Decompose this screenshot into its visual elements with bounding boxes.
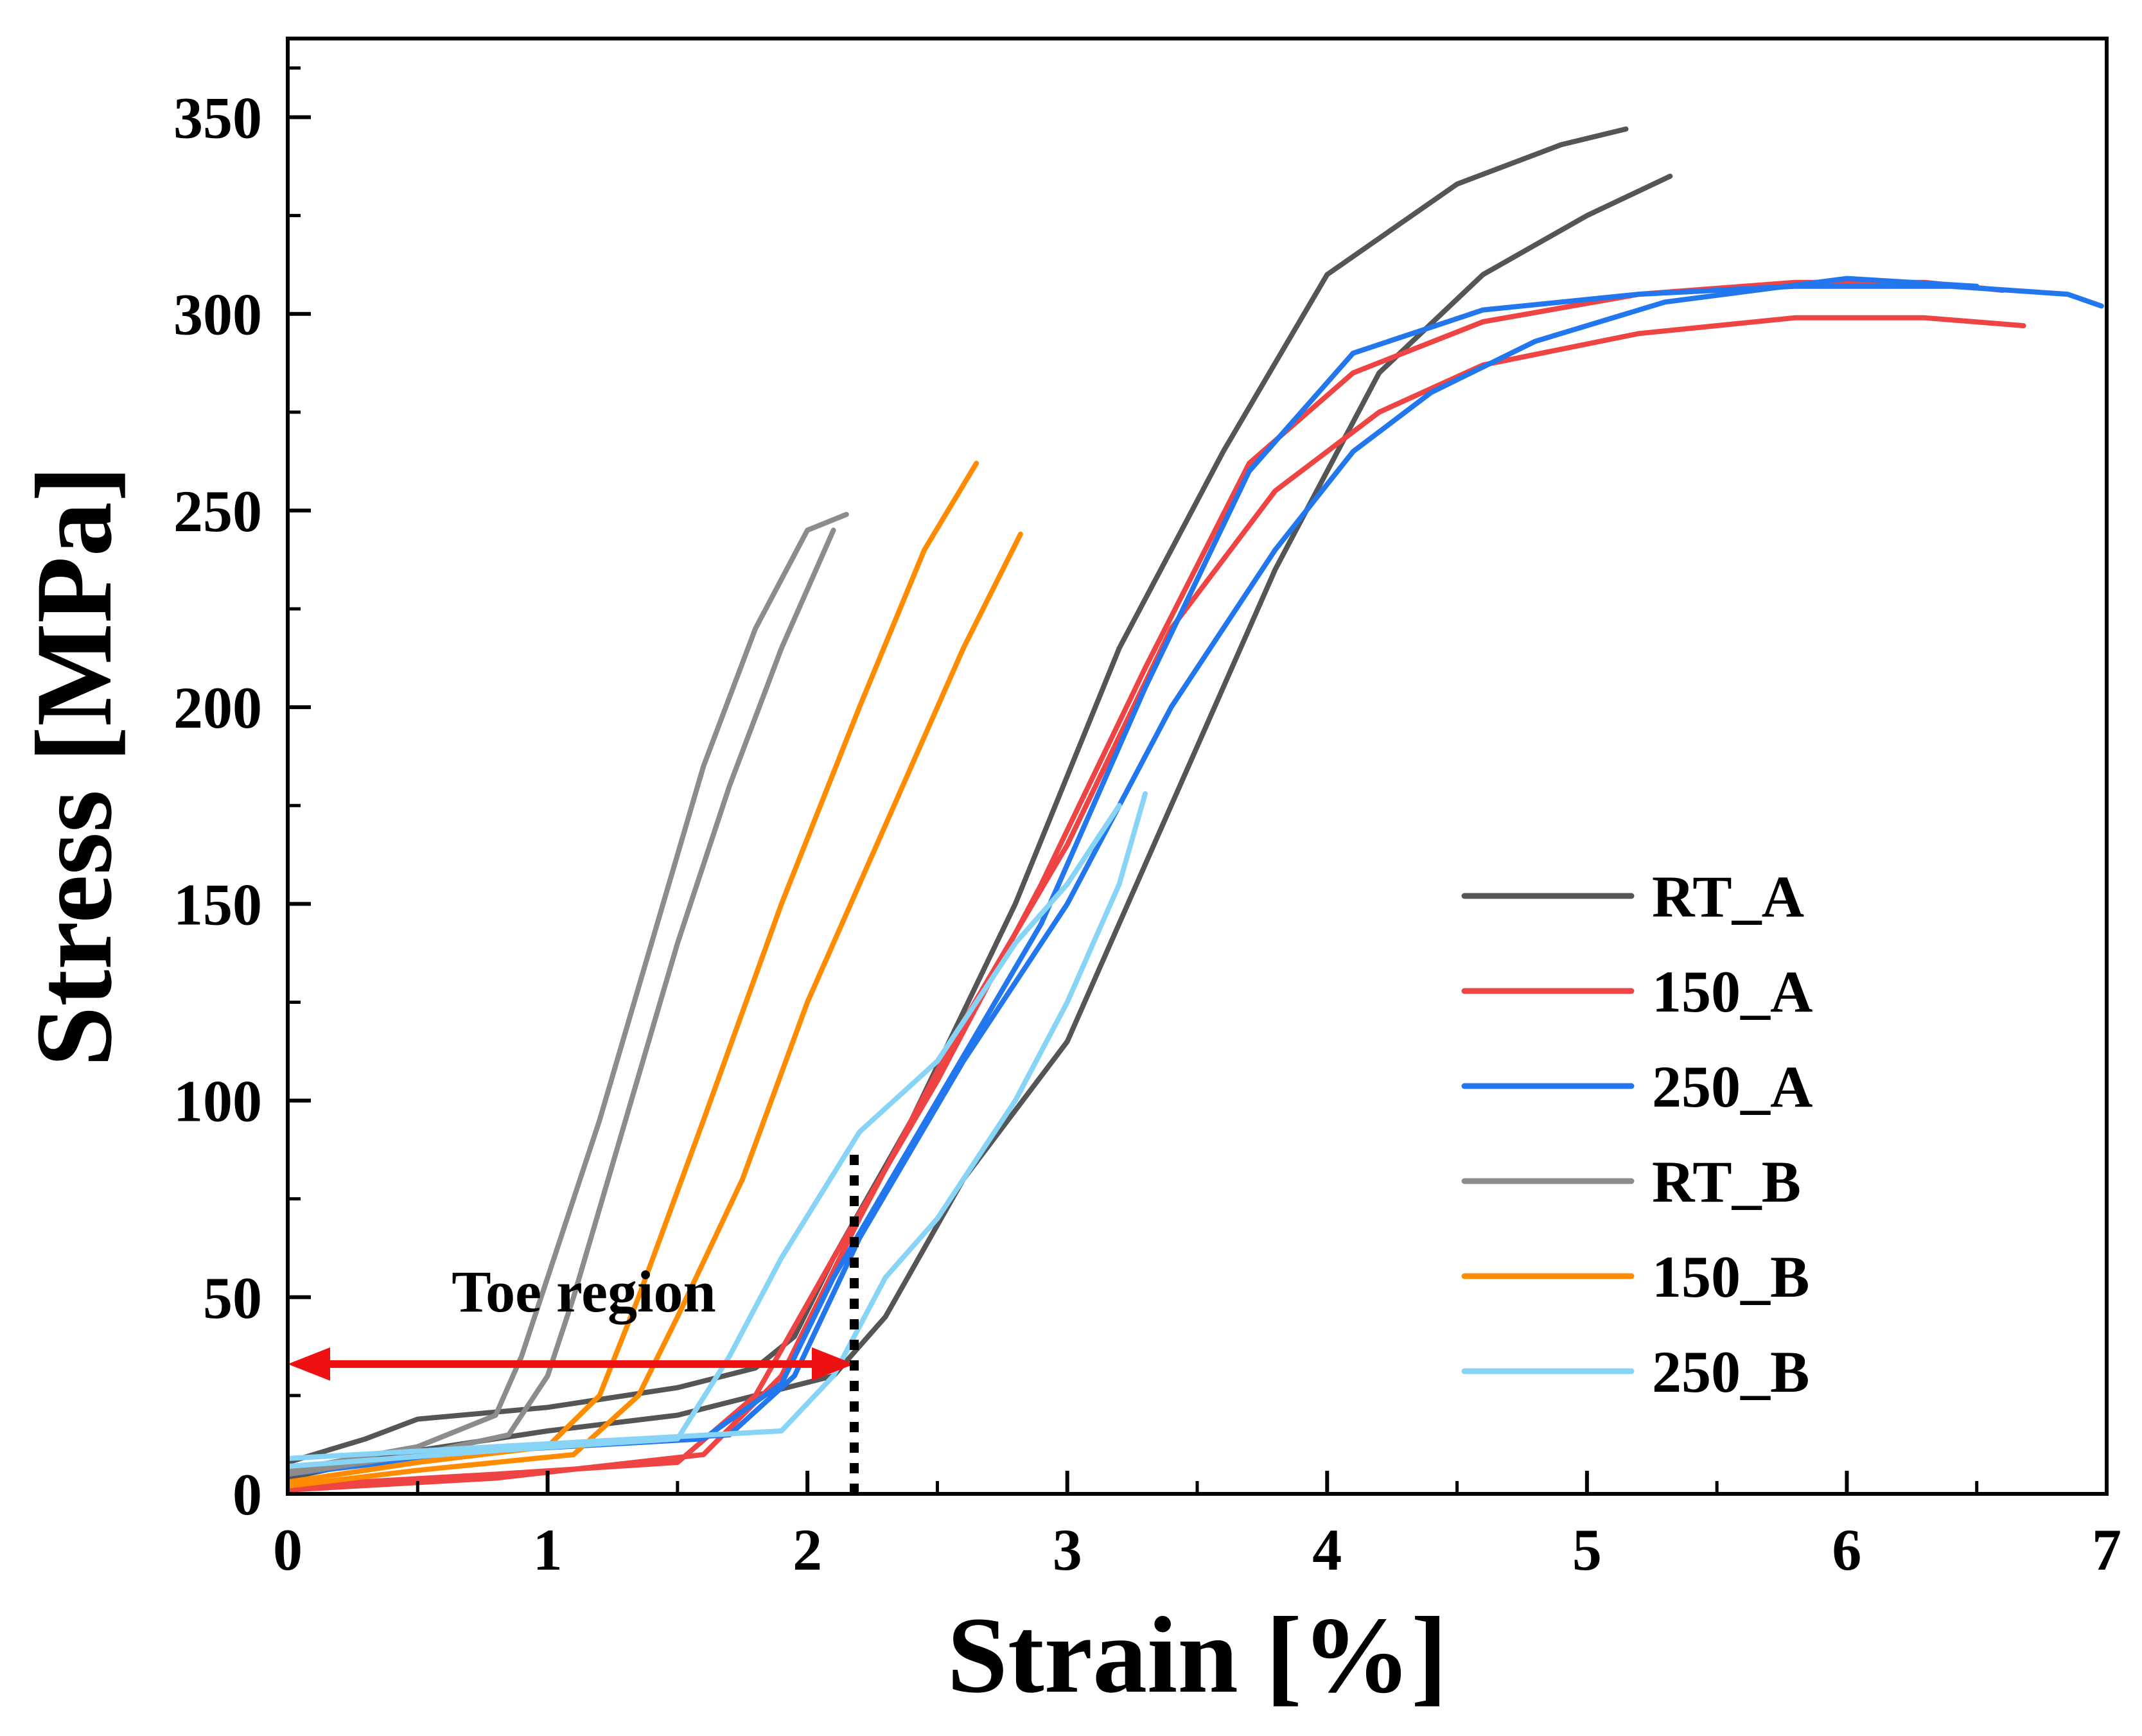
x-tick-label: 3 bbox=[1053, 1517, 1082, 1583]
legend-label-250-b: 250_B bbox=[1652, 1339, 1809, 1405]
x-tick-label: 7 bbox=[2092, 1517, 2121, 1583]
y-tick-label: 150 bbox=[173, 872, 262, 937]
x-tick-label: 4 bbox=[1312, 1517, 1342, 1583]
y-tick-label: 250 bbox=[173, 478, 262, 544]
y-tick-label: 0 bbox=[233, 1462, 262, 1527]
y-tick-label: 100 bbox=[173, 1069, 262, 1134]
legend-label-rt-a: RT_A bbox=[1652, 864, 1804, 929]
x-axis-title: Strain [%] bbox=[947, 1595, 1447, 1715]
series-250-a-curve-2 bbox=[288, 276, 1980, 1477]
series-150-b-curve-1 bbox=[288, 460, 979, 1485]
legend-label-150-a: 150_A bbox=[1652, 959, 1813, 1024]
x-tick-label: 5 bbox=[1572, 1517, 1602, 1583]
legend-label-rt-b: RT_B bbox=[1652, 1149, 1801, 1214]
toe-region-arrowhead-left bbox=[288, 1347, 330, 1381]
legend: RT_A 150_A 250_A RT_B 150_B 250_B bbox=[1461, 864, 1813, 1405]
legend-label-250-a: 250_A bbox=[1652, 1054, 1813, 1119]
y-tick-label: 350 bbox=[173, 85, 262, 150]
series-250-b-curve-2 bbox=[288, 791, 1148, 1461]
x-tick-label: 0 bbox=[273, 1517, 303, 1583]
series-250-a-curve-1 bbox=[288, 283, 2104, 1473]
x-tick-label: 6 bbox=[1832, 1517, 1861, 1583]
y-tick-label: 50 bbox=[203, 1265, 262, 1331]
y-axis-title: Stress [MPa] bbox=[13, 466, 134, 1067]
series-rt-b-curve-2 bbox=[288, 527, 836, 1477]
x-tick-label: 2 bbox=[793, 1517, 822, 1583]
legend-label-150-b: 150_B bbox=[1652, 1244, 1809, 1310]
toe-region-arrowhead-right bbox=[811, 1347, 854, 1381]
series-250-b-curve-1 bbox=[288, 803, 1122, 1469]
x-tick-label: 1 bbox=[533, 1517, 563, 1583]
series-rt-b-curve-1 bbox=[288, 512, 849, 1473]
y-tick-label: 300 bbox=[173, 282, 262, 347]
toe-region-label: Toe region bbox=[452, 1259, 715, 1324]
y-tick-label: 200 bbox=[173, 675, 262, 741]
series-150-b-curve-2 bbox=[288, 531, 1023, 1489]
